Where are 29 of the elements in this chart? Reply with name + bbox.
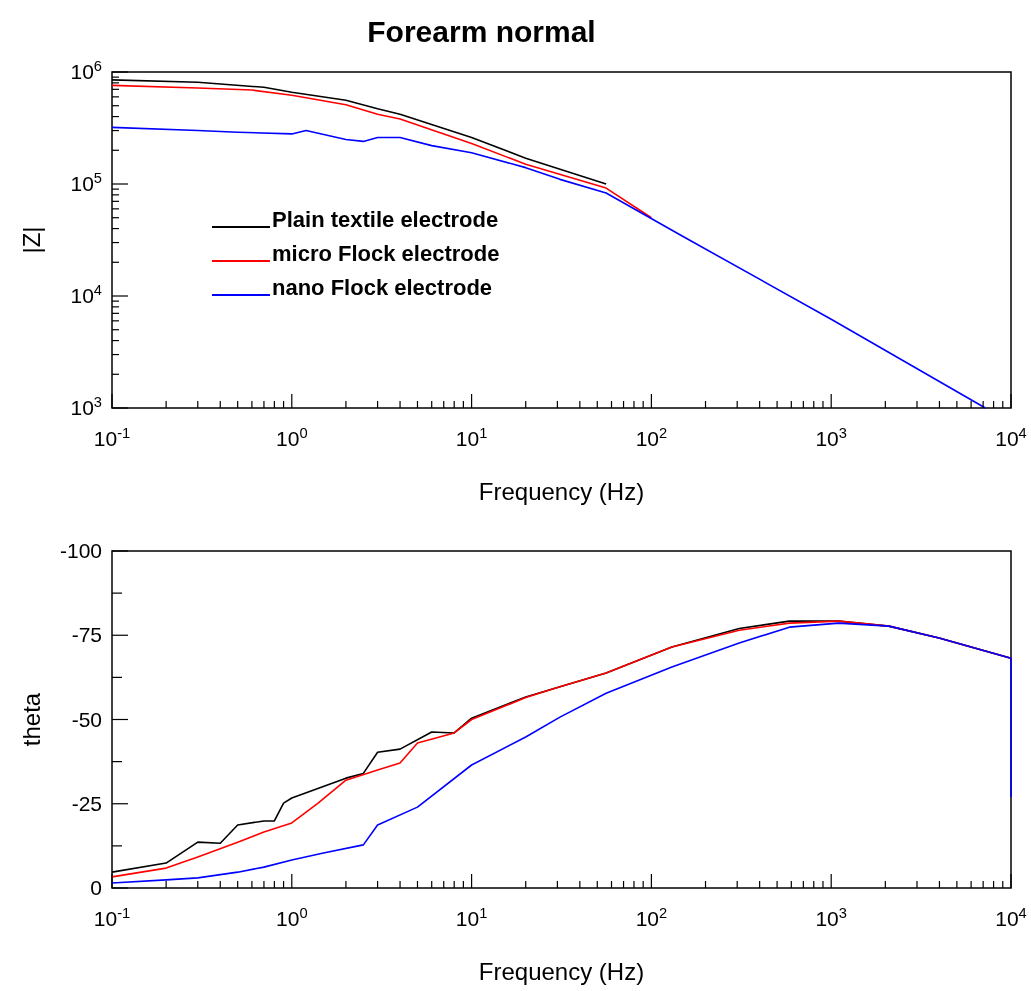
y-axis-title: theta bbox=[18, 692, 45, 747]
y-tick-label: 10$^{4}$ bbox=[70, 282, 102, 307]
x-tick-label: 10$^{-1}$ bbox=[93, 425, 131, 450]
y-tick-label: -75 bbox=[71, 623, 102, 647]
x-tick-label: 10$^{-1}$ bbox=[93, 905, 131, 930]
x-tick-label: 10$^{3}$ bbox=[815, 905, 847, 930]
y-tick-label: -100 bbox=[59, 539, 102, 562]
y-tick-label: 10$^{5}$ bbox=[70, 170, 102, 195]
y-tick-label: 10$^{3}$ bbox=[70, 394, 102, 419]
x-tick-label: 10$^{3}$ bbox=[815, 425, 847, 450]
legend-label: Plain textile electrode bbox=[272, 207, 499, 232]
x-tick-label: 10$^{0}$ bbox=[276, 425, 308, 450]
y-tick-label: -50 bbox=[71, 707, 102, 731]
legend-label: micro Flock electrode bbox=[272, 241, 500, 266]
y-axis-title: |Z| bbox=[18, 226, 45, 254]
y-tick-label: 10$^{6}$ bbox=[70, 58, 102, 83]
x-tick-label: 10$^{0}$ bbox=[276, 905, 308, 930]
x-axis-title: Frequency (Hz) bbox=[478, 478, 645, 505]
y-tick-label: 0 bbox=[90, 876, 102, 899]
x-tick-label: 10$^{2}$ bbox=[635, 425, 668, 450]
x-tick-label: 10$^{4}$ bbox=[995, 905, 1027, 930]
y-tick-label: -25 bbox=[71, 791, 102, 815]
legend-label: nano Flock electrode bbox=[272, 275, 493, 300]
x-tick-label: 10$^{2}$ bbox=[635, 905, 668, 930]
x-tick-label: 10$^{1}$ bbox=[455, 425, 488, 450]
x-tick-label: 10$^{1}$ bbox=[455, 905, 488, 930]
x-tick-label: 10$^{4}$ bbox=[995, 425, 1027, 450]
x-axis-title: Frequency (Hz) bbox=[478, 958, 645, 985]
chart-title: Forearm normal bbox=[367, 15, 596, 48]
